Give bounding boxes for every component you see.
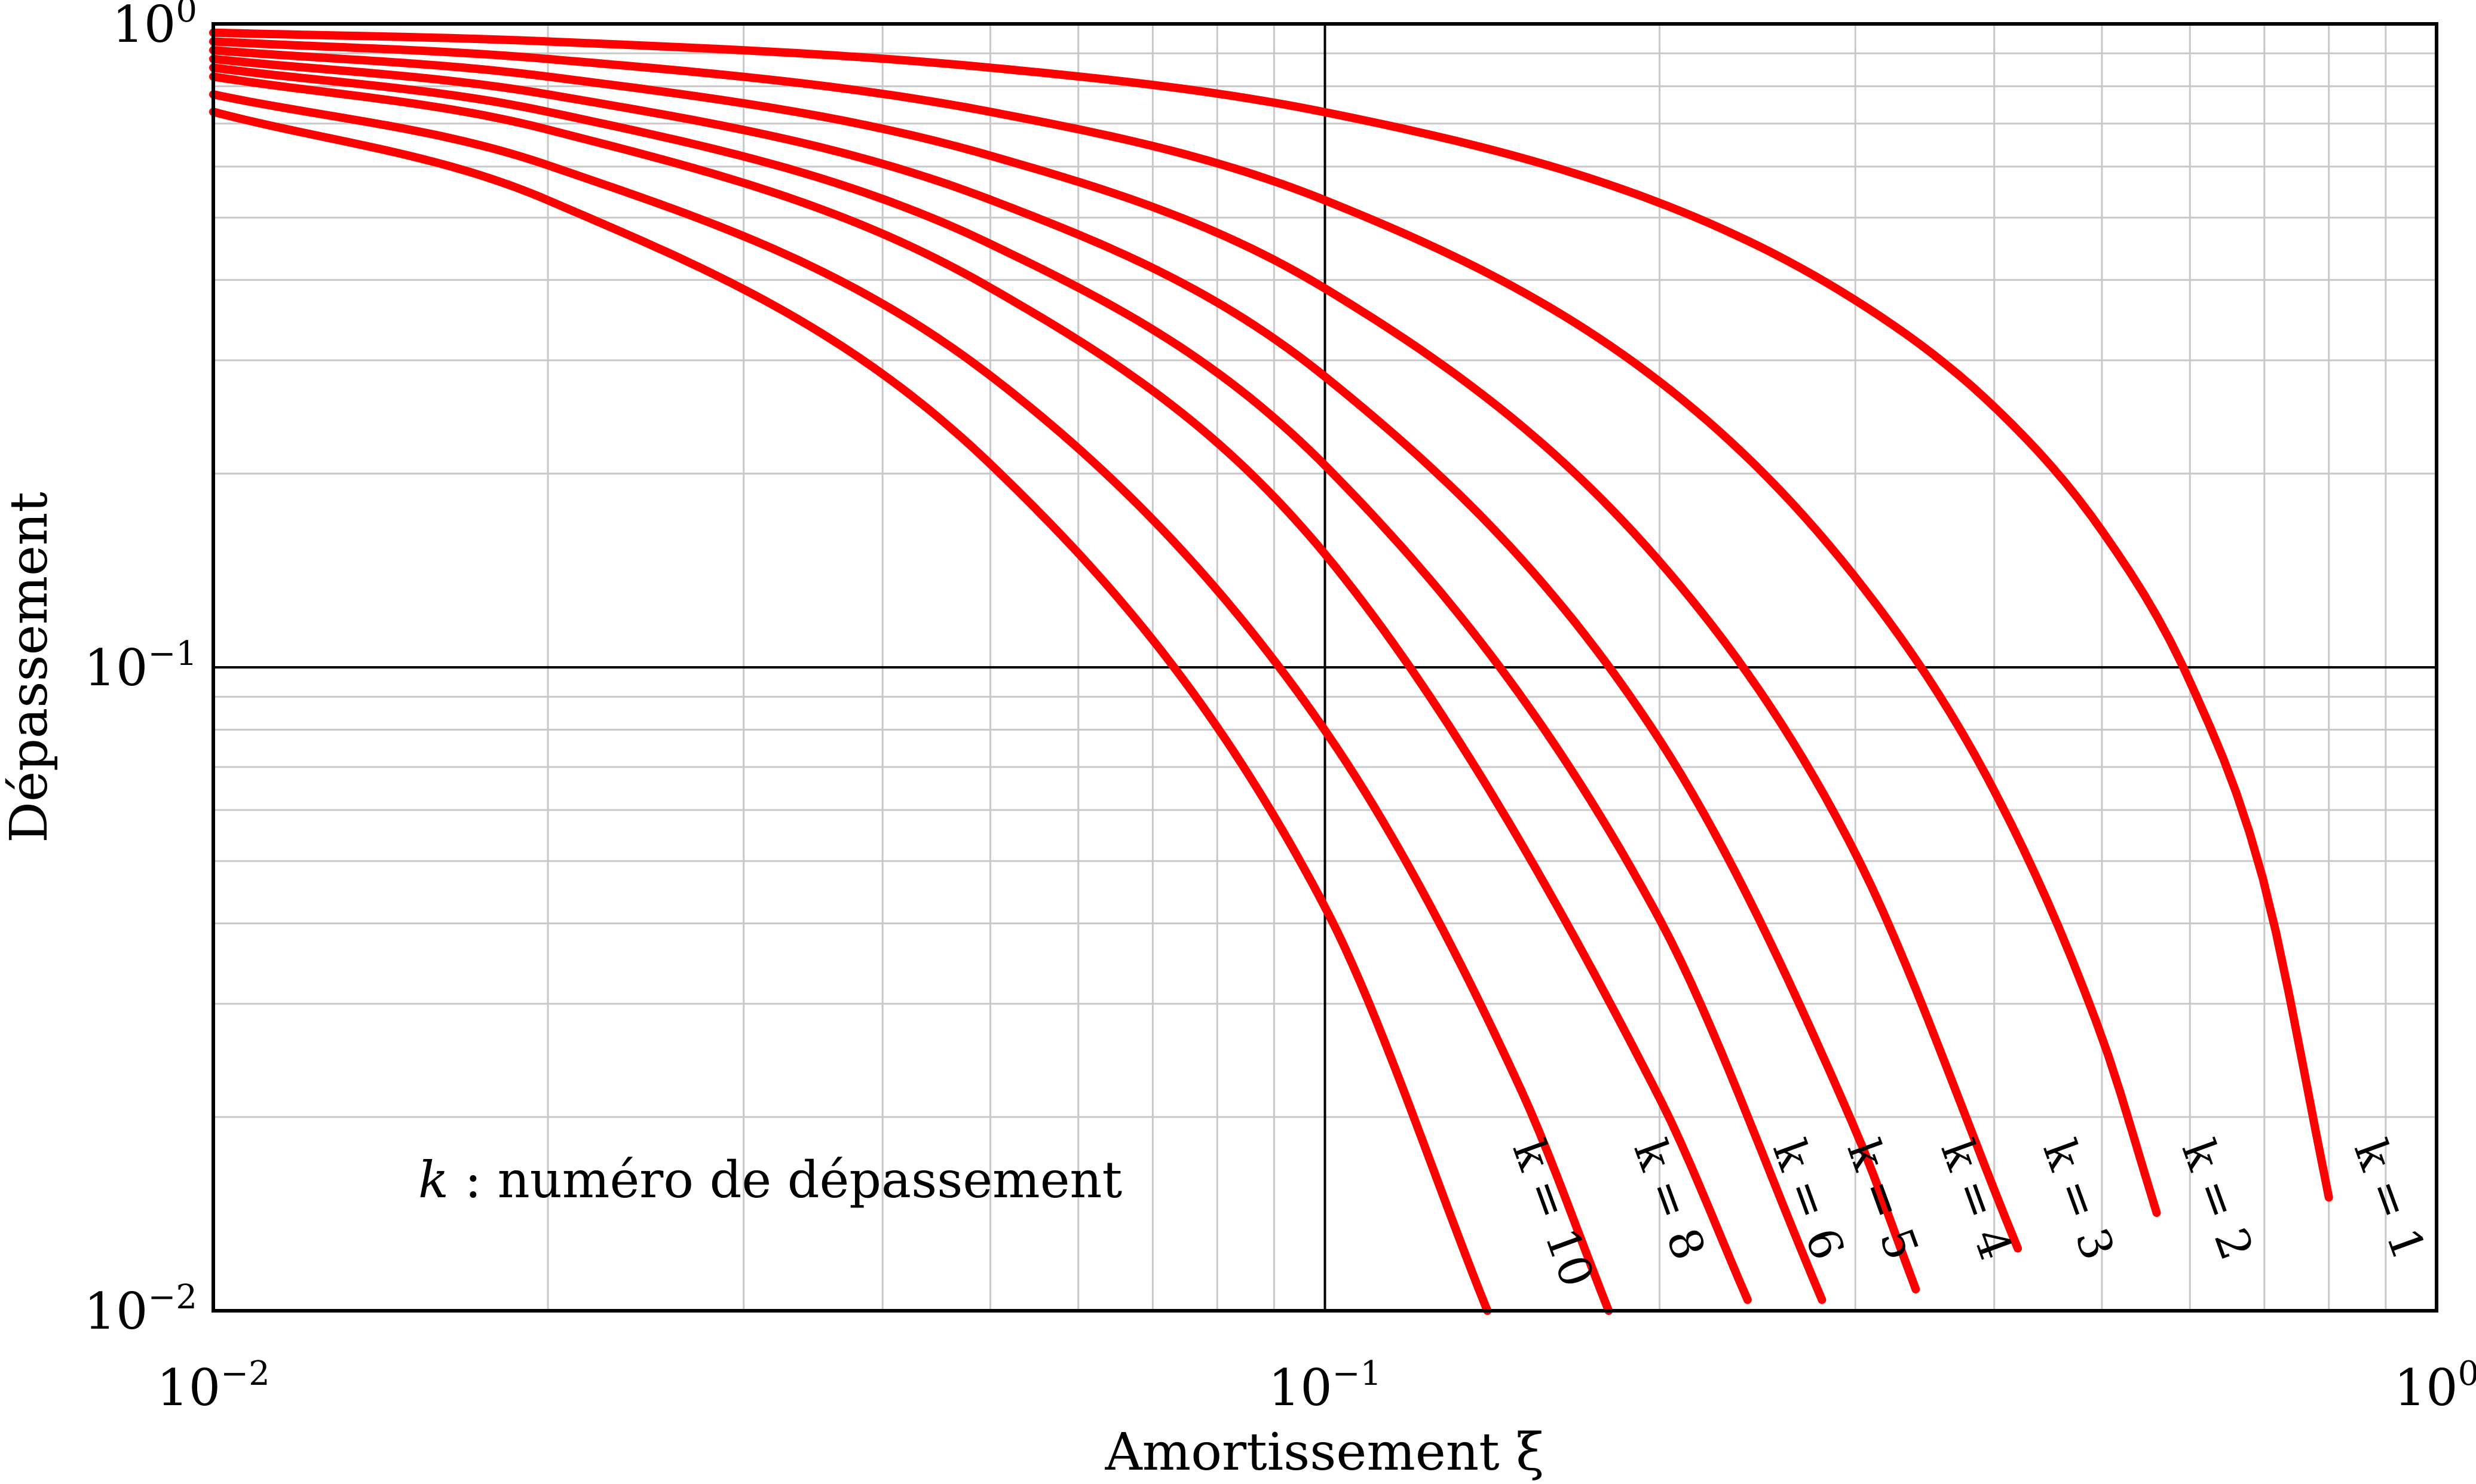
y-tick-label: 10−2 xyxy=(84,1278,197,1341)
x-tick-labels: 10−2 10−1 100 xyxy=(157,1354,2476,1417)
x-tick-label: 10−1 xyxy=(1268,1354,1381,1417)
x-tick-label: 100 xyxy=(2394,1354,2476,1417)
major-gridlines xyxy=(213,24,2437,1311)
y-tick-labels: 100 10−1 10−2 xyxy=(84,0,197,1341)
plot-frame xyxy=(212,22,2438,1313)
curve-label-k-4: k = 4 xyxy=(1930,1133,2023,1267)
curve-k-10 xyxy=(209,108,1492,1315)
curve-k-8 xyxy=(209,90,1613,1315)
curve-k-3 xyxy=(209,46,2023,1253)
annotation-description: : numéro de dépassement xyxy=(449,1151,1123,1209)
x-tick-label: 10−2 xyxy=(157,1354,269,1417)
y-tick-label: 10−1 xyxy=(84,634,197,697)
curve-label-k-3: k = 3 xyxy=(2033,1133,2125,1267)
data-curves xyxy=(209,28,2333,1315)
curve-label-k-1: k = 1 xyxy=(2344,1133,2436,1267)
curve-k-6 xyxy=(209,72,1752,1304)
curve-k-4 xyxy=(209,54,1920,1293)
curve-k-1 xyxy=(209,28,2333,1202)
curve-k-2 xyxy=(209,37,2161,1217)
curve-label-k-2: k = 2 xyxy=(2172,1133,2264,1267)
annotation-text: k : numéro de dépassement xyxy=(418,1151,1123,1209)
y-axis-title: Dépassement xyxy=(0,492,59,843)
curve-k-5 xyxy=(209,63,1827,1304)
curve-label-k-10: k = 10 xyxy=(1502,1133,1604,1294)
curve-labels: k = 1k = 2k = 3k = 4k = 5k = 6k = 8k = 1… xyxy=(1502,1133,2436,1294)
annotation-k: k xyxy=(418,1151,449,1209)
y-tick-label: 100 xyxy=(112,0,197,54)
x-axis-title: Amortissement ξ xyxy=(1105,1422,1545,1482)
